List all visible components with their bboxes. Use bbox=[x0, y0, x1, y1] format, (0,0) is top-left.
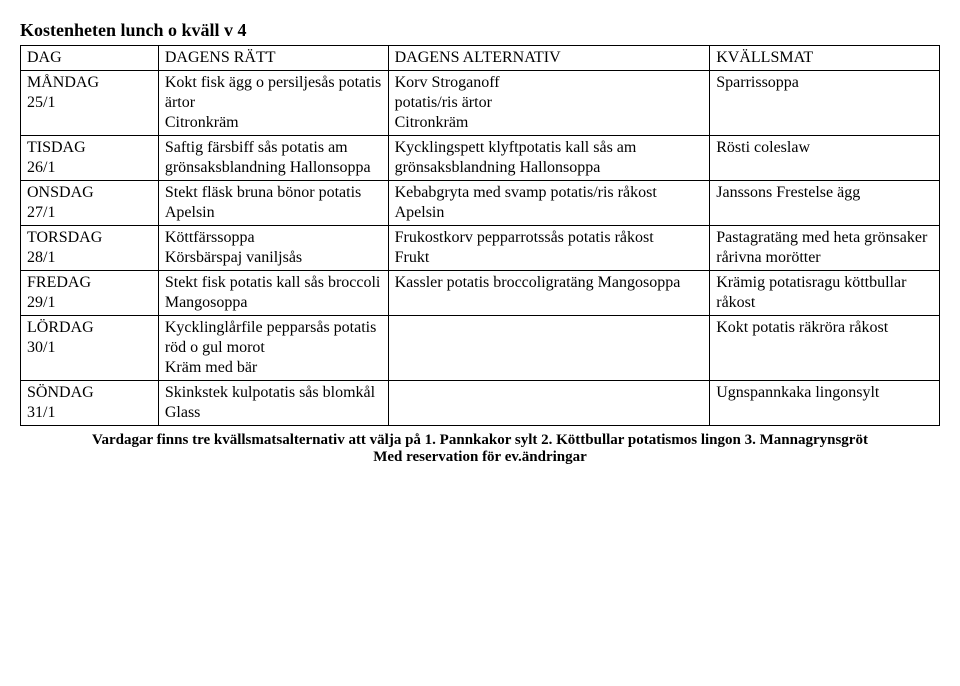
cell-main: Saftig färsbiff sås potatis am grönsaksb… bbox=[158, 136, 388, 181]
cell-alt bbox=[388, 316, 710, 381]
table-row: FREDAG 29/1 Stekt fisk potatis kall sås … bbox=[21, 271, 940, 316]
footer-line-2: Med reservation för ev.ändringar bbox=[20, 449, 940, 466]
cell-day: FREDAG 29/1 bbox=[21, 271, 159, 316]
cell-eve: Ugnspannkaka lingonsylt bbox=[710, 381, 940, 426]
cell-alt: Kycklingspett klyftpotatis kall sås am g… bbox=[388, 136, 710, 181]
cell-eve: Rösti coleslaw bbox=[710, 136, 940, 181]
col-header-main: DAGENS RÄTT bbox=[158, 46, 388, 71]
table-row: ONSDAG 27/1 Stekt fläsk bruna bönor pota… bbox=[21, 181, 940, 226]
col-header-eve: KVÄLLSMAT bbox=[710, 46, 940, 71]
cell-alt bbox=[388, 381, 710, 426]
cell-day: LÖRDAG 30/1 bbox=[21, 316, 159, 381]
cell-day: MÅNDAG 25/1 bbox=[21, 71, 159, 136]
cell-day: ONSDAG 27/1 bbox=[21, 181, 159, 226]
cell-main: Kycklinglårfile pepparsås potatis röd o … bbox=[158, 316, 388, 381]
cell-eve: Pastagratäng med heta grönsaker rårivna … bbox=[710, 226, 940, 271]
table-row: LÖRDAG 30/1 Kycklinglårfile pepparsås po… bbox=[21, 316, 940, 381]
cell-main: Köttfärssoppa Körsbärspaj vaniljsås bbox=[158, 226, 388, 271]
table-row: MÅNDAG 25/1 Kokt fisk ägg o persiljesås … bbox=[21, 71, 940, 136]
page-title: Kostenheten lunch o kväll v 4 bbox=[20, 20, 940, 41]
cell-eve: Sparrissoppa bbox=[710, 71, 940, 136]
footer: Vardagar finns tre kvällsmatsalternativ … bbox=[20, 432, 940, 466]
col-header-day: DAG bbox=[21, 46, 159, 71]
cell-main: Kokt fisk ägg o persiljesås potatis ärto… bbox=[158, 71, 388, 136]
cell-alt: Kebabgryta med svamp potatis/ris råkost … bbox=[388, 181, 710, 226]
table-row: TISDAG 26/1 Saftig färsbiff sås potatis … bbox=[21, 136, 940, 181]
cell-eve: Krämig potatisragu köttbullar råkost bbox=[710, 271, 940, 316]
cell-day: SÖNDAG 31/1 bbox=[21, 381, 159, 426]
col-header-alt: DAGENS ALTERNATIV bbox=[388, 46, 710, 71]
cell-alt: Korv Stroganoff potatis/ris ärtor Citron… bbox=[388, 71, 710, 136]
cell-day: TORSDAG 28/1 bbox=[21, 226, 159, 271]
cell-day: TISDAG 26/1 bbox=[21, 136, 159, 181]
table-row: TORSDAG 28/1 Köttfärssoppa Körsbärspaj v… bbox=[21, 226, 940, 271]
footer-line-1: Vardagar finns tre kvällsmatsalternativ … bbox=[20, 432, 940, 449]
cell-eve: Janssons Frestelse ägg bbox=[710, 181, 940, 226]
cell-alt: Frukostkorv pepparrotssås potatis råkost… bbox=[388, 226, 710, 271]
cell-main: Stekt fläsk bruna bönor potatis Apelsin bbox=[158, 181, 388, 226]
cell-main: Skinkstek kulpotatis sås blomkål Glass bbox=[158, 381, 388, 426]
table-row: SÖNDAG 31/1 Skinkstek kulpotatis sås blo… bbox=[21, 381, 940, 426]
menu-table: DAG DAGENS RÄTT DAGENS ALTERNATIV KVÄLLS… bbox=[20, 45, 940, 426]
cell-alt: Kassler potatis broccoligratäng Mangosop… bbox=[388, 271, 710, 316]
cell-eve: Kokt potatis räkröra råkost bbox=[710, 316, 940, 381]
cell-main: Stekt fisk potatis kall sås broccoli Man… bbox=[158, 271, 388, 316]
table-header-row: DAG DAGENS RÄTT DAGENS ALTERNATIV KVÄLLS… bbox=[21, 46, 940, 71]
